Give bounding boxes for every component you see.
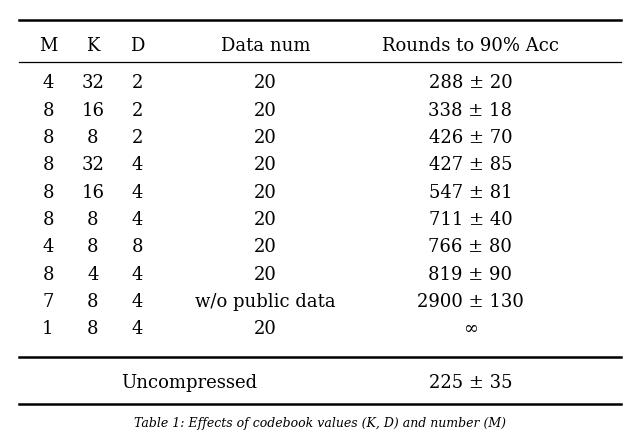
Text: 20: 20 bbox=[254, 184, 277, 202]
Text: 20: 20 bbox=[254, 74, 277, 92]
Text: 2: 2 bbox=[132, 129, 143, 147]
Text: D: D bbox=[131, 36, 145, 55]
Text: 426 ± 70: 426 ± 70 bbox=[429, 129, 512, 147]
Text: 8: 8 bbox=[87, 238, 99, 256]
Text: 8: 8 bbox=[42, 156, 54, 174]
Text: w/o public data: w/o public data bbox=[195, 293, 336, 311]
Text: 16: 16 bbox=[81, 184, 104, 202]
Text: Table 1: Effects of codebook values (K, D) and number (M): Table 1: Effects of codebook values (K, … bbox=[134, 417, 506, 430]
Text: 8: 8 bbox=[87, 293, 99, 311]
Text: 20: 20 bbox=[254, 238, 277, 256]
Text: 8: 8 bbox=[87, 320, 99, 339]
Text: 4: 4 bbox=[42, 74, 54, 92]
Text: K: K bbox=[86, 36, 99, 55]
Text: M: M bbox=[39, 36, 57, 55]
Text: 225 ± 35: 225 ± 35 bbox=[429, 374, 512, 392]
Text: 20: 20 bbox=[254, 320, 277, 339]
Text: 8: 8 bbox=[132, 238, 143, 256]
Text: 4: 4 bbox=[132, 156, 143, 174]
Text: 4: 4 bbox=[132, 211, 143, 229]
Text: 288 ± 20: 288 ± 20 bbox=[429, 74, 512, 92]
Text: 20: 20 bbox=[254, 102, 277, 120]
Text: 2: 2 bbox=[132, 102, 143, 120]
Text: 20: 20 bbox=[254, 156, 277, 174]
Text: 20: 20 bbox=[254, 211, 277, 229]
Text: Rounds to 90% Acc: Rounds to 90% Acc bbox=[382, 36, 559, 55]
Text: 32: 32 bbox=[81, 74, 104, 92]
Text: 8: 8 bbox=[42, 129, 54, 147]
Text: 7: 7 bbox=[42, 293, 54, 311]
Text: Data num: Data num bbox=[221, 36, 310, 55]
Text: 766 ± 80: 766 ± 80 bbox=[428, 238, 513, 256]
Text: 711 ± 40: 711 ± 40 bbox=[429, 211, 512, 229]
Text: 4: 4 bbox=[132, 184, 143, 202]
Text: 4: 4 bbox=[132, 266, 143, 284]
Text: 8: 8 bbox=[42, 211, 54, 229]
Text: 32: 32 bbox=[81, 156, 104, 174]
Text: 4: 4 bbox=[42, 238, 54, 256]
Text: 8: 8 bbox=[87, 129, 99, 147]
Text: 819 ± 90: 819 ± 90 bbox=[428, 266, 513, 284]
Text: 4: 4 bbox=[87, 266, 99, 284]
Text: 2900 ± 130: 2900 ± 130 bbox=[417, 293, 524, 311]
Text: 8: 8 bbox=[42, 266, 54, 284]
Text: 547 ± 81: 547 ± 81 bbox=[429, 184, 512, 202]
Text: 338 ± 18: 338 ± 18 bbox=[428, 102, 513, 120]
Text: 8: 8 bbox=[42, 184, 54, 202]
Text: 2: 2 bbox=[132, 74, 143, 92]
Text: 1: 1 bbox=[42, 320, 54, 339]
Text: 8: 8 bbox=[87, 211, 99, 229]
Text: Uncompressed: Uncompressed bbox=[121, 374, 257, 392]
Text: 427 ± 85: 427 ± 85 bbox=[429, 156, 512, 174]
Text: 4: 4 bbox=[132, 293, 143, 311]
Text: 20: 20 bbox=[254, 266, 277, 284]
Text: ∞: ∞ bbox=[463, 320, 478, 339]
Text: 20: 20 bbox=[254, 129, 277, 147]
Text: 8: 8 bbox=[42, 102, 54, 120]
Text: 4: 4 bbox=[132, 320, 143, 339]
Text: 16: 16 bbox=[81, 102, 104, 120]
